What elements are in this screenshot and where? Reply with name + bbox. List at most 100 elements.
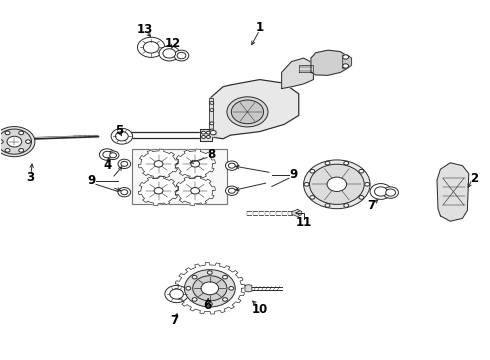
- Circle shape: [5, 149, 10, 152]
- Circle shape: [118, 188, 131, 197]
- Polygon shape: [175, 176, 216, 206]
- Text: 7: 7: [170, 314, 178, 327]
- Circle shape: [210, 109, 214, 112]
- Text: 8: 8: [208, 148, 216, 161]
- Circle shape: [184, 270, 235, 307]
- Circle shape: [343, 64, 348, 68]
- Circle shape: [304, 160, 370, 209]
- Circle shape: [107, 151, 119, 159]
- Circle shape: [228, 163, 235, 168]
- Circle shape: [222, 298, 227, 301]
- Circle shape: [177, 52, 186, 59]
- Circle shape: [174, 50, 189, 61]
- Circle shape: [227, 97, 268, 127]
- Polygon shape: [175, 149, 216, 179]
- Polygon shape: [209, 98, 213, 136]
- Circle shape: [386, 189, 395, 196]
- Circle shape: [210, 102, 214, 104]
- Circle shape: [201, 131, 205, 134]
- Polygon shape: [299, 65, 314, 72]
- Circle shape: [210, 129, 214, 132]
- Text: 7: 7: [367, 199, 375, 212]
- Circle shape: [310, 195, 315, 199]
- Circle shape: [327, 177, 346, 192]
- Circle shape: [121, 190, 128, 195]
- Circle shape: [231, 100, 264, 124]
- Text: 2: 2: [470, 172, 479, 185]
- Circle shape: [193, 276, 227, 301]
- Circle shape: [201, 135, 205, 138]
- Circle shape: [325, 204, 330, 207]
- Text: 6: 6: [203, 299, 212, 312]
- Text: 12: 12: [165, 36, 181, 50]
- Text: 11: 11: [295, 216, 312, 229]
- Circle shape: [0, 127, 35, 157]
- Circle shape: [138, 37, 165, 57]
- Circle shape: [191, 188, 199, 194]
- Circle shape: [207, 302, 212, 306]
- Circle shape: [210, 122, 214, 125]
- Polygon shape: [282, 58, 314, 89]
- Circle shape: [222, 275, 227, 279]
- Circle shape: [225, 186, 238, 195]
- Text: 10: 10: [251, 303, 268, 316]
- Polygon shape: [437, 163, 469, 221]
- Polygon shape: [138, 149, 179, 179]
- Circle shape: [383, 187, 398, 198]
- Text: 9: 9: [87, 174, 95, 186]
- Text: 9: 9: [290, 168, 298, 181]
- Circle shape: [163, 49, 175, 58]
- Circle shape: [325, 161, 330, 165]
- Circle shape: [25, 140, 30, 143]
- Circle shape: [170, 289, 183, 299]
- Circle shape: [206, 135, 210, 138]
- Circle shape: [343, 55, 348, 59]
- Circle shape: [110, 153, 117, 158]
- Circle shape: [5, 131, 10, 135]
- Circle shape: [228, 188, 235, 193]
- Circle shape: [191, 161, 199, 167]
- Circle shape: [7, 136, 22, 147]
- Circle shape: [165, 285, 188, 303]
- Circle shape: [359, 195, 364, 199]
- Circle shape: [0, 140, 3, 143]
- Polygon shape: [311, 50, 347, 75]
- Text: 13: 13: [137, 23, 153, 36]
- Circle shape: [99, 149, 115, 160]
- Text: 3: 3: [26, 171, 34, 184]
- Circle shape: [159, 46, 179, 61]
- Bar: [132, 149, 227, 204]
- Circle shape: [310, 164, 364, 204]
- Polygon shape: [174, 262, 245, 314]
- Circle shape: [210, 131, 216, 135]
- Polygon shape: [200, 129, 212, 140]
- Polygon shape: [245, 285, 252, 292]
- Circle shape: [206, 131, 210, 134]
- Circle shape: [359, 170, 364, 173]
- Circle shape: [19, 149, 24, 152]
- Polygon shape: [138, 176, 179, 206]
- Circle shape: [111, 129, 133, 144]
- Circle shape: [103, 151, 112, 158]
- Polygon shape: [211, 80, 299, 139]
- Circle shape: [121, 161, 128, 166]
- Text: 4: 4: [103, 159, 111, 172]
- Circle shape: [344, 204, 349, 207]
- Circle shape: [225, 161, 238, 170]
- Circle shape: [19, 131, 24, 135]
- Circle shape: [344, 161, 349, 165]
- Circle shape: [365, 183, 369, 186]
- Circle shape: [116, 132, 128, 141]
- Circle shape: [192, 298, 197, 301]
- Text: 1: 1: [256, 22, 264, 35]
- Circle shape: [370, 184, 392, 199]
- Text: 5: 5: [115, 124, 123, 137]
- Circle shape: [201, 282, 219, 295]
- Circle shape: [154, 161, 163, 167]
- Polygon shape: [343, 55, 351, 68]
- Circle shape: [374, 187, 387, 196]
- Circle shape: [304, 183, 309, 186]
- Polygon shape: [292, 210, 302, 217]
- Circle shape: [144, 41, 159, 53]
- Circle shape: [310, 170, 315, 173]
